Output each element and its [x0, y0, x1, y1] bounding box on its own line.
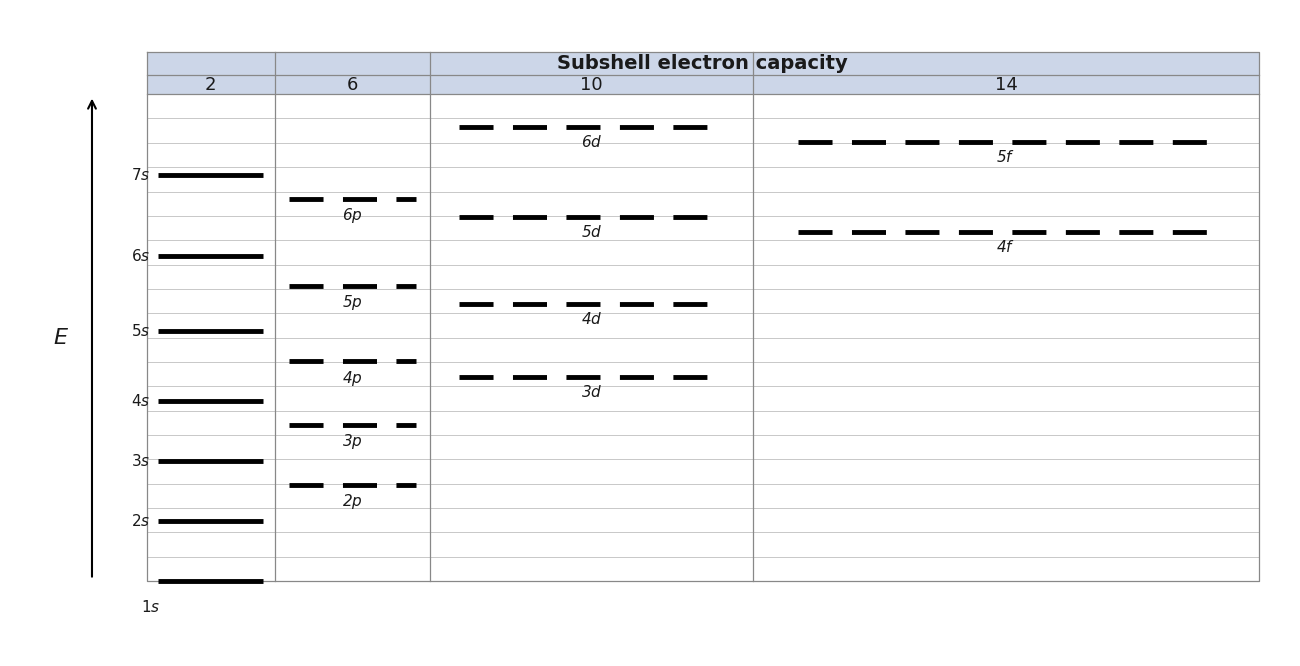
- Text: 3$d$: 3$d$: [581, 384, 602, 400]
- Text: 4$d$: 4$d$: [581, 312, 602, 328]
- Text: 4$s$: 4$s$: [131, 392, 151, 408]
- Text: 4$p$: 4$p$: [342, 368, 363, 388]
- Text: 2$s$: 2$s$: [131, 513, 151, 529]
- Text: 3$s$: 3$s$: [131, 453, 151, 469]
- Text: 6$d$: 6$d$: [581, 134, 602, 150]
- Text: 10: 10: [580, 76, 603, 94]
- Text: Subshell electron capacity: Subshell electron capacity: [558, 55, 848, 73]
- Text: 1$s$: 1$s$: [140, 599, 160, 615]
- Text: 2$p$: 2$p$: [342, 492, 363, 511]
- Text: $E$: $E$: [53, 328, 69, 348]
- Text: 5$d$: 5$d$: [581, 224, 602, 240]
- Text: 2: 2: [205, 76, 217, 94]
- Text: 6$p$: 6$p$: [342, 206, 363, 225]
- Bar: [147, 52, 1258, 75]
- Text: 5$s$: 5$s$: [131, 324, 151, 340]
- Text: 7$s$: 7$s$: [131, 167, 151, 183]
- Text: 5$f$: 5$f$: [996, 149, 1015, 165]
- Text: 14: 14: [994, 76, 1018, 94]
- Text: 3$p$: 3$p$: [342, 432, 363, 451]
- Bar: [147, 94, 1258, 581]
- Text: 6$s$: 6$s$: [131, 248, 151, 264]
- Bar: [147, 75, 1258, 94]
- Text: 6: 6: [347, 76, 359, 94]
- Text: 4$f$: 4$f$: [996, 239, 1015, 255]
- Text: 5$p$: 5$p$: [342, 293, 363, 312]
